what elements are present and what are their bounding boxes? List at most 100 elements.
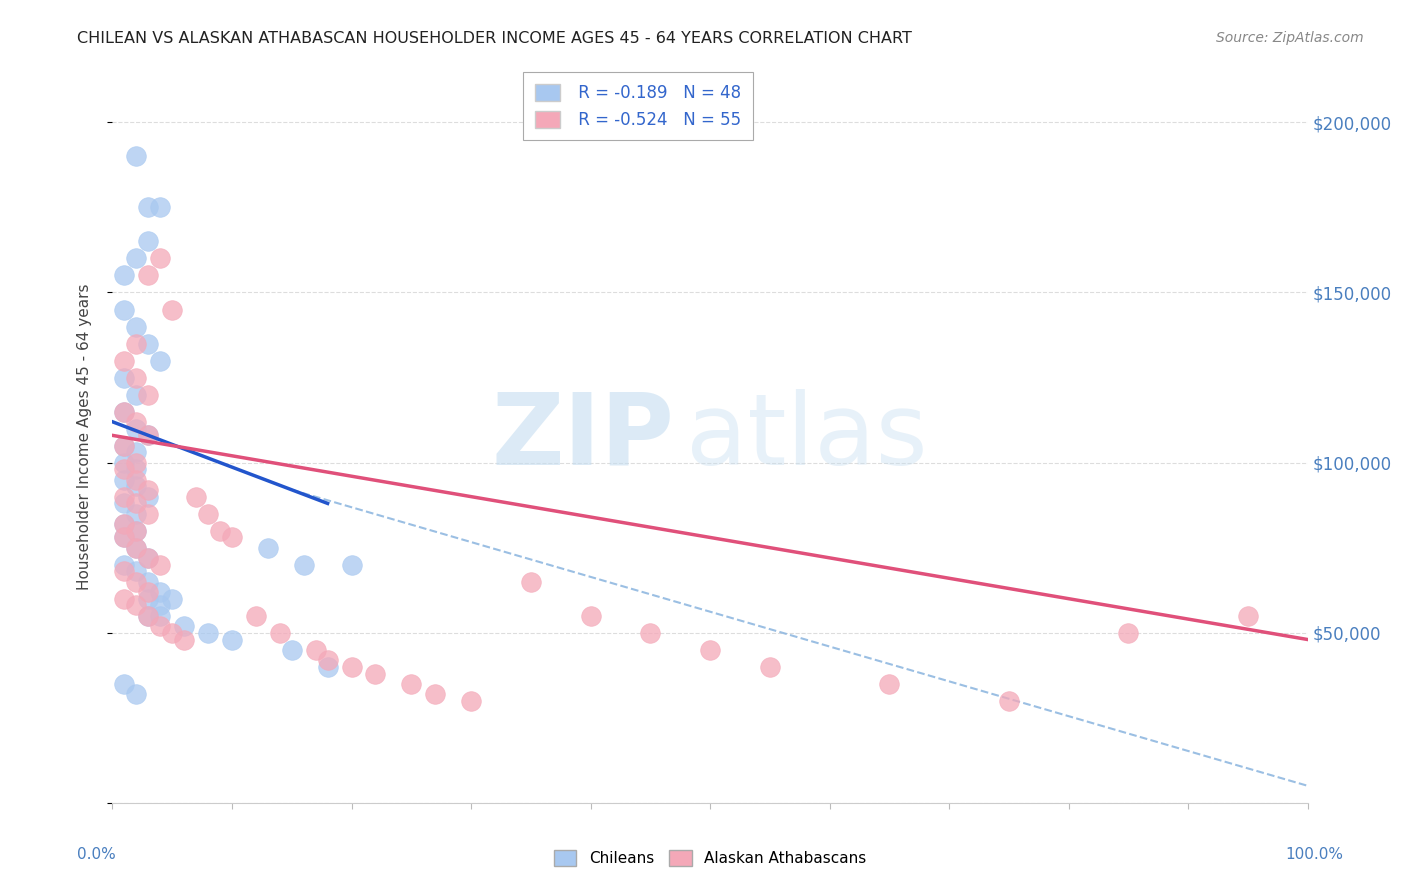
Point [149,252,172,266]
Point [759,659,782,673]
Point [114,591,135,606]
Point [114,439,135,453]
Point [138,428,160,442]
Point [138,268,160,283]
Point [125,574,148,589]
Point [114,439,135,453]
Point [221,531,243,545]
Point [114,370,135,384]
Point [138,336,160,351]
Point [579,608,602,623]
Point [138,608,160,623]
Point [114,531,135,545]
Point [316,659,339,673]
Point [281,642,304,657]
Point [292,558,315,572]
Point [125,479,148,493]
Point [138,428,160,442]
Point [114,516,135,531]
Point [138,387,160,401]
Text: 0.0%: 0.0% [77,847,115,862]
Point [364,666,387,681]
Point [114,677,135,691]
Point [114,302,135,317]
Point [125,462,148,476]
Point [125,319,148,334]
Point [162,302,183,317]
Point [114,353,135,368]
Point [149,353,172,368]
Point [138,201,160,215]
Text: Source: ZipAtlas.com: Source: ZipAtlas.com [1216,31,1364,45]
Point [186,490,208,504]
Point [125,421,148,435]
Point [114,456,135,470]
Point [138,490,160,504]
Point [340,659,363,673]
Point [125,524,148,538]
Point [460,694,482,708]
Point [125,445,148,459]
Point [138,574,160,589]
Point [138,550,160,565]
Point [125,415,148,429]
Point [138,585,160,599]
Point [114,473,135,487]
Point [149,619,172,633]
Point [640,625,662,640]
Point [998,694,1021,708]
Point [305,642,328,657]
Point [125,524,148,538]
Text: CHILEAN VS ALASKAN ATHABASCAN HOUSEHOLDER INCOME AGES 45 - 64 YEARS CORRELATION : CHILEAN VS ALASKAN ATHABASCAN HOUSEHOLDE… [77,31,912,46]
Point [125,370,148,384]
Point [149,599,172,613]
Point [173,632,195,647]
Text: 100.0%: 100.0% [1285,847,1344,862]
Point [520,574,543,589]
Point [114,462,135,476]
Point [879,677,901,691]
Point [149,201,172,215]
Point [221,632,243,647]
Point [125,336,148,351]
Point [1237,608,1260,623]
Text: atlas: atlas [686,389,928,485]
Point [125,565,148,579]
Point [162,625,183,640]
Point [114,404,135,418]
Point [149,608,172,623]
Point [125,387,148,401]
Point [114,490,135,504]
Point [125,507,148,521]
Point [114,531,135,545]
Point [138,591,160,606]
Point [114,558,135,572]
Point [138,235,160,249]
Point [425,687,447,701]
Point [197,507,219,521]
Point [114,496,135,510]
Point [114,565,135,579]
Point [114,268,135,283]
Text: ZIP: ZIP [491,389,675,485]
Point [125,541,148,555]
Point [197,625,219,640]
Point [125,456,148,470]
Point [340,558,363,572]
Point [209,524,232,538]
Point [173,619,195,633]
Point [401,677,423,691]
Point [149,558,172,572]
Point [245,608,267,623]
Legend: Chileans, Alaskan Athabascans: Chileans, Alaskan Athabascans [544,841,876,876]
Point [138,550,160,565]
Point [138,483,160,497]
Point [125,541,148,555]
Y-axis label: Householder Income Ages 45 - 64 years: Householder Income Ages 45 - 64 years [77,284,91,591]
Point [114,404,135,418]
Point [1118,625,1140,640]
Point [125,149,148,163]
Point [316,653,339,667]
Point [125,599,148,613]
Point [138,608,160,623]
